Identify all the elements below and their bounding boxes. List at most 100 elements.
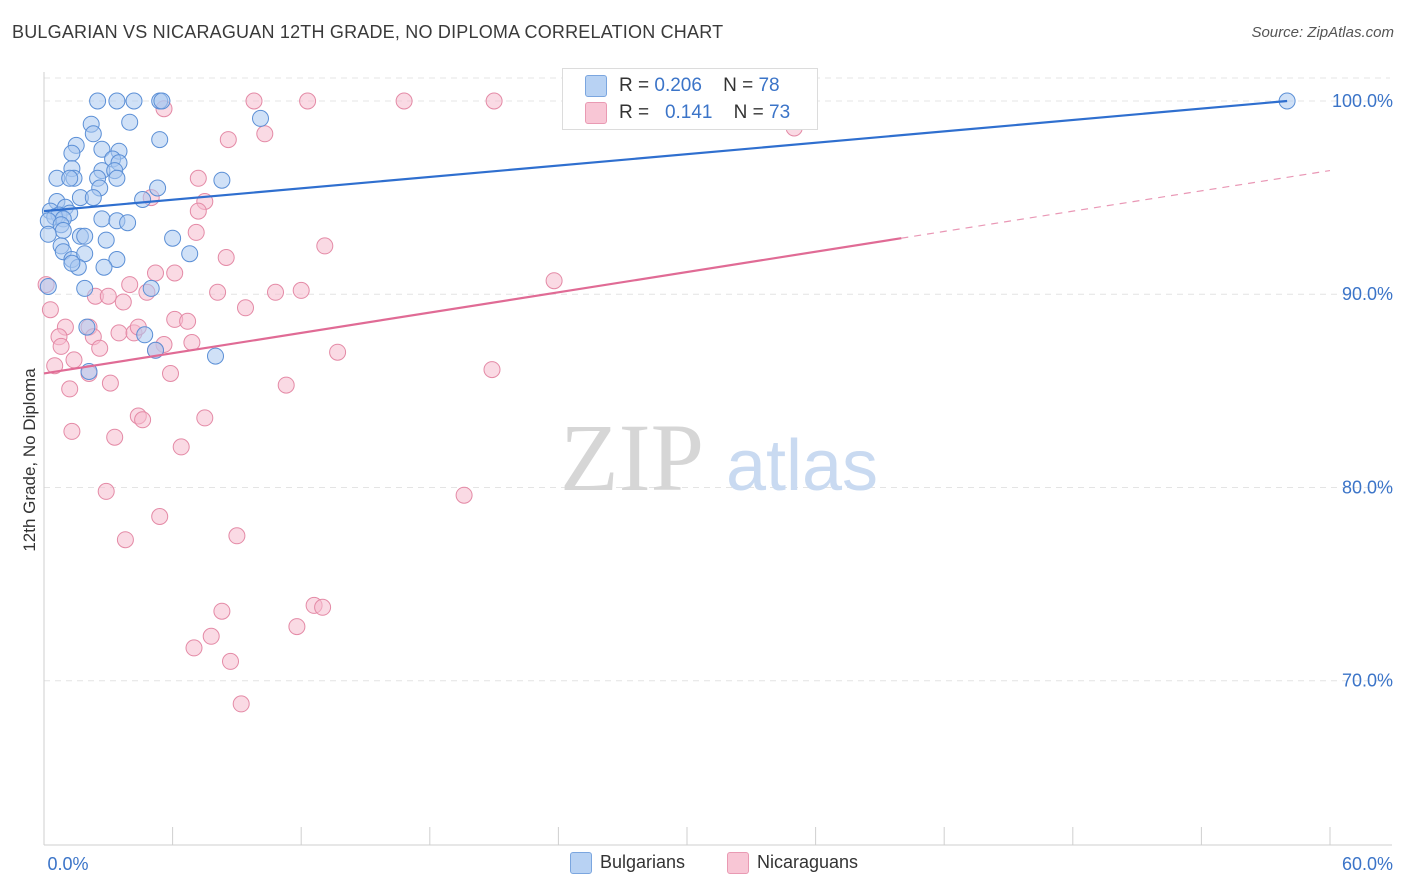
nicaraguans-point	[314, 598, 332, 616]
nicaraguans-legend-label: Nicaraguans	[757, 852, 859, 872]
nicaraguans-point	[213, 602, 231, 620]
bulgarians-point	[63, 144, 81, 162]
watermark: ZIP atlas	[560, 404, 878, 511]
bulgarians-point	[63, 254, 81, 272]
y-tick-label: 70.0%	[1342, 671, 1393, 691]
nicaraguans-point	[256, 125, 274, 143]
nicaraguans-point	[183, 334, 201, 351]
nicaraguans-point	[97, 482, 115, 500]
legend-row-bulgarians: R = 0.206 N = 78	[585, 75, 780, 101]
nicaraguans-point	[316, 237, 334, 255]
nicaraguans-point	[483, 361, 501, 379]
nicaraguans-point	[99, 287, 117, 305]
nicaraguans-point	[288, 618, 306, 636]
legend-n-label: N =	[733, 102, 764, 124]
bulgarians-point	[153, 92, 171, 110]
nicaraguans-point	[395, 92, 413, 110]
nicaraguans-point	[121, 276, 139, 294]
bulgarians-point	[213, 171, 231, 189]
axes	[43, 72, 1392, 846]
bulgarians-point	[207, 347, 224, 365]
nicaraguans-point	[267, 283, 284, 301]
bulgarians-swatch	[570, 852, 592, 875]
nicaraguans-point	[151, 508, 169, 525]
legend-swatch-blue	[585, 75, 607, 97]
y-tick-label: 100.0%	[1332, 91, 1393, 111]
chart-title: BULGARIAN VS NICARAGUAN 12TH GRADE, NO D…	[12, 22, 724, 42]
nicaraguans-point	[299, 92, 317, 110]
legend-n-value-nicaraguans: 73	[769, 102, 791, 124]
y-tick-label: 90.0%	[1342, 284, 1393, 304]
legend-row-nicaraguans: R = 0.141 N = 73	[585, 102, 790, 128]
legend-r-value-nicaraguans: 0.141	[664, 102, 713, 124]
nicaraguans-point	[196, 409, 214, 427]
bulgarians-point	[78, 318, 96, 336]
series-legend-bulgarians[interactable]: Bulgarians	[570, 852, 685, 875]
stats-legend: R = 0.206 N = 78 R = 0.141 N = 73	[562, 68, 818, 130]
gridlines	[44, 77, 1390, 682]
nicaraguans-point	[455, 486, 473, 504]
nicaraguans-point	[101, 374, 119, 392]
nicaraguans-point	[189, 202, 207, 220]
nicaraguans-point	[91, 339, 109, 357]
nicaraguans-point	[187, 223, 205, 241]
nicaraguans-point	[41, 301, 59, 319]
nicaraguans-point	[179, 312, 197, 330]
nicaraguans-point	[110, 324, 128, 342]
bulgarians-point	[95, 258, 113, 276]
legend-r-value-bulgarians: 0.206	[654, 75, 702, 97]
nicaraguans-trend-extension	[901, 169, 1331, 239]
series-legend: Bulgarians Nicaraguans	[0, 852, 1406, 878]
chart-source: Source: ZipAtlas.com	[1251, 24, 1394, 41]
nicaraguans-point	[545, 272, 563, 290]
series-legend-nicaraguans[interactable]: Nicaraguans	[727, 852, 859, 875]
nicaraguans-point	[292, 281, 310, 299]
nicaraguans-trend-line	[43, 237, 902, 375]
nicaraguans-point	[46, 357, 64, 375]
bulgarians-point	[151, 131, 169, 149]
bulgarians-point	[125, 92, 143, 110]
nicaraguans-point	[237, 299, 254, 317]
bulgarians-point	[142, 279, 160, 297]
nicaraguans-point	[209, 283, 227, 301]
bulgarians-point	[136, 326, 154, 344]
bulgarians-point	[76, 227, 94, 245]
bulgarians-point	[76, 279, 94, 297]
legend-n-value-bulgarians: 78	[758, 75, 780, 97]
bulgarians-point	[84, 189, 102, 207]
x-tick-label-max: 60.0%	[1342, 854, 1393, 874]
watermark-atlas: atlas	[726, 426, 878, 506]
nicaraguans-point	[162, 365, 179, 382]
nicaraguans-point	[147, 264, 164, 282]
bulgarians-point	[181, 245, 199, 263]
nicaraguans-point	[277, 376, 295, 394]
nicaraguans-point	[202, 627, 220, 645]
bulgarians-point	[108, 92, 126, 110]
legend-swatch-pink	[585, 102, 607, 124]
bulgarians-point	[97, 231, 115, 249]
nicaraguans-point	[217, 249, 235, 266]
nicaraguans-point	[116, 531, 134, 549]
bulgarians-point	[121, 113, 139, 131]
nicaraguans-point	[185, 639, 203, 657]
bulgarians-point	[39, 278, 57, 295]
nicaraguans-point	[106, 428, 124, 446]
nicaraguans-point	[134, 411, 152, 429]
y-tick-label: 80.0%	[1342, 477, 1393, 497]
nicaraguans-swatch	[727, 852, 749, 875]
nicaraguans-point	[166, 264, 184, 282]
nicaraguans-point	[485, 92, 503, 110]
nicaraguans-point	[172, 438, 190, 456]
tick-labels: 100.0% 90.0% 80.0% 70.0% 0.0% 60.0%	[47, 91, 1393, 874]
bulgarians-point	[61, 169, 79, 187]
nicaraguans-point	[61, 380, 79, 398]
trend-lines	[43, 99, 1331, 375]
nicaraguans-point	[219, 131, 237, 149]
bulgarians-point	[108, 169, 126, 187]
bulgarians-point	[39, 225, 57, 243]
bulgarians-point	[108, 251, 126, 268]
bulgarians-point	[149, 179, 167, 197]
nicaraguans-point	[65, 351, 83, 369]
nicaraguans-point	[63, 422, 81, 440]
bulgarians-point	[252, 109, 269, 127]
